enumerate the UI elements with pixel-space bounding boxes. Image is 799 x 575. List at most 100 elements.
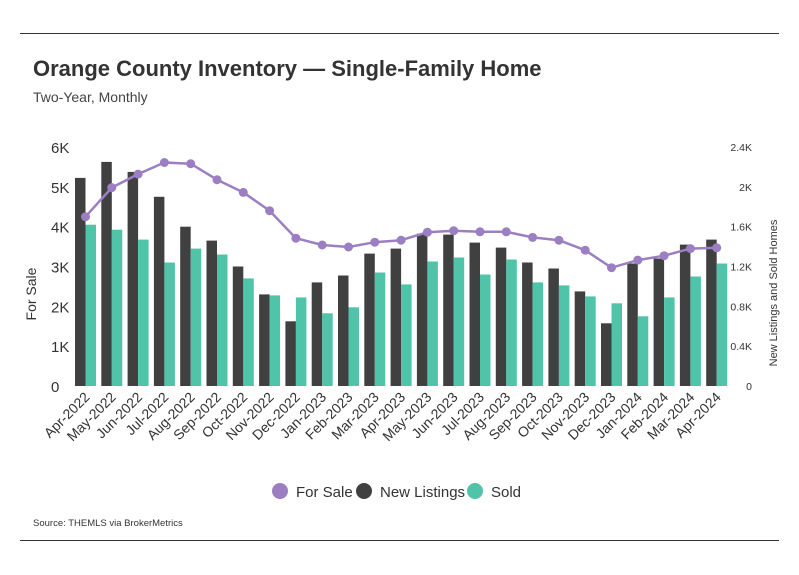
sold-bar <box>295 297 307 386</box>
sold-bar <box>585 296 596 386</box>
right-axis-tick-label: 2.4K <box>730 142 752 154</box>
for-sale-point <box>107 183 117 193</box>
new-listings-bar <box>706 239 717 386</box>
left-axis-tick-label: 1K <box>51 339 69 356</box>
for-sale-point <box>554 235 564 245</box>
left-axis-tick-label: 3K <box>51 260 69 277</box>
sold-bar <box>480 274 491 386</box>
chart-title: Orange County Inventory — Single-Family … <box>33 56 542 81</box>
new-listings-bar <box>627 263 638 386</box>
for-sale-point <box>501 227 511 237</box>
right-axis-tick-label: 0 <box>746 381 752 393</box>
new-listings-bar <box>206 240 217 386</box>
for-sale-point <box>81 212 90 222</box>
sold-bar <box>85 224 96 386</box>
sold-bar <box>637 316 649 386</box>
legend-marker <box>356 483 372 499</box>
legend-label: New Listings <box>380 484 465 501</box>
new-listings-bar <box>75 177 86 386</box>
sold-bar <box>243 278 254 386</box>
new-listings-bar <box>180 226 191 386</box>
for-sale-point <box>238 187 248 197</box>
for-sale-point <box>159 158 169 167</box>
for-sale-point <box>133 169 143 179</box>
sold-bar <box>111 229 123 386</box>
new-listings-bar <box>101 161 112 386</box>
sold-bar <box>611 303 622 386</box>
sold-bar <box>532 282 544 386</box>
for-sale-point <box>212 175 222 185</box>
legend-label: Sold <box>491 484 521 501</box>
source-note: Source: THEMLS via BrokerMetrics <box>33 518 183 529</box>
legend-label: For Sale <box>296 484 353 501</box>
sold-bar <box>506 259 517 386</box>
for-sale-point <box>607 263 616 273</box>
sold-bar <box>401 284 412 386</box>
new-listings-bar <box>522 262 533 386</box>
legend-marker <box>467 483 483 499</box>
for-sale-point <box>449 226 459 236</box>
new-listings-bar <box>153 196 165 386</box>
new-listings-bar <box>469 242 480 386</box>
bottom-rule <box>20 540 779 541</box>
right-axis-tick-label: 2K <box>739 182 752 194</box>
right-axis-label: New Listings and Sold Homes <box>768 219 780 366</box>
right-axis-tick-label: 0.8K <box>730 301 752 313</box>
new-listings-bar <box>390 248 402 386</box>
sold-bar <box>558 285 570 386</box>
sold-bar <box>190 248 202 386</box>
new-listings-bar <box>259 294 270 386</box>
new-listings-bar <box>311 282 323 386</box>
new-listings-bar <box>364 253 375 386</box>
for-sale-point <box>344 242 353 252</box>
for-sale-point <box>317 240 327 250</box>
sold-bar <box>374 272 386 386</box>
left-axis-tick-label: 5K <box>51 180 69 197</box>
sold-bar <box>453 257 465 386</box>
left-axis-tick-label: 4K <box>51 220 69 237</box>
left-axis-tick-label: 2K <box>51 299 69 316</box>
for-sale-point <box>291 233 301 243</box>
sold-bar <box>427 261 438 386</box>
left-axis-tick-label: 6K <box>51 140 69 157</box>
for-sale-point <box>528 232 538 242</box>
new-listings-bar <box>548 268 559 386</box>
new-listings-bar <box>338 275 349 386</box>
sold-bar <box>269 295 281 386</box>
new-listings-bar <box>495 247 507 386</box>
top-rule <box>20 33 779 34</box>
sold-bar <box>217 254 228 386</box>
left-axis-label: For Sale <box>23 267 39 320</box>
new-listings-bar <box>285 321 296 386</box>
sold-bar <box>690 276 701 386</box>
for-sale-point <box>580 245 590 255</box>
for-sale-point <box>685 244 695 254</box>
right-axis-tick-label: 1.2K <box>730 262 752 274</box>
for-sale-point <box>659 251 669 261</box>
right-axis-tick-label: 0.4K <box>730 341 752 353</box>
new-listings-bar <box>601 323 612 386</box>
new-listings-bar <box>653 258 665 386</box>
new-listings-bar <box>679 244 691 386</box>
legend-marker <box>272 483 288 499</box>
sold-bar <box>138 239 149 386</box>
new-listings-bar <box>443 234 454 386</box>
right-axis-tick-label: 1.6K <box>730 222 752 234</box>
new-listings-bar <box>574 291 586 386</box>
new-listings-bar <box>416 233 428 386</box>
for-sale-point <box>422 227 432 237</box>
for-sale-point <box>186 159 196 169</box>
new-listings-bar <box>232 266 244 386</box>
sold-bar <box>164 262 175 386</box>
for-sale-point <box>475 227 485 237</box>
for-sale-point <box>396 235 406 245</box>
left-axis-tick-label: 0 <box>51 379 59 396</box>
sold-bar <box>322 313 333 386</box>
for-sale-point <box>712 243 722 253</box>
sold-bar <box>716 263 728 386</box>
new-listings-bar <box>127 171 139 386</box>
for-sale-point <box>265 206 275 216</box>
for-sale-point <box>370 237 380 247</box>
sold-bar <box>348 307 359 386</box>
